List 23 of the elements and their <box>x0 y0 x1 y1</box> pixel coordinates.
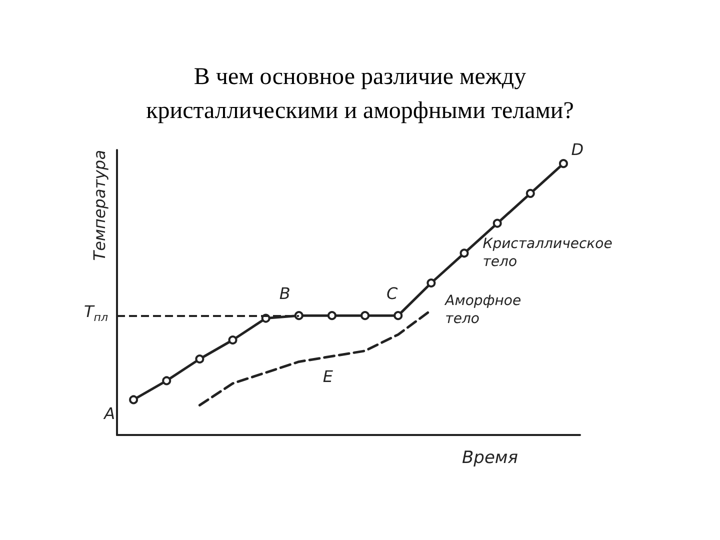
y-axis-title: Температура <box>90 150 109 261</box>
text: A <box>103 404 116 424</box>
series-label: Аморфное тело <box>444 293 522 328</box>
point <box>327 311 336 320</box>
point <box>394 311 403 320</box>
annotation: E <box>322 366 334 386</box>
point <box>360 311 370 320</box>
ref-line-label: T$_{пл}$ <box>84 302 108 324</box>
point <box>460 248 469 258</box>
series-label: Кристаллическое тело <box>482 236 612 270</box>
chart-title: В чем основное различие между кристаллическими и аморфными телами? <box>146 64 574 124</box>
annotation: B <box>279 284 290 304</box>
text: D <box>571 140 584 160</box>
point <box>492 218 502 228</box>
point <box>195 354 204 364</box>
point <box>228 336 238 344</box>
point <box>426 278 436 288</box>
annotation: C <box>386 284 399 304</box>
point <box>558 159 568 168</box>
point <box>526 188 535 198</box>
point <box>129 395 138 404</box>
point <box>162 376 172 386</box>
x-axis-title: Время <box>462 448 518 468</box>
